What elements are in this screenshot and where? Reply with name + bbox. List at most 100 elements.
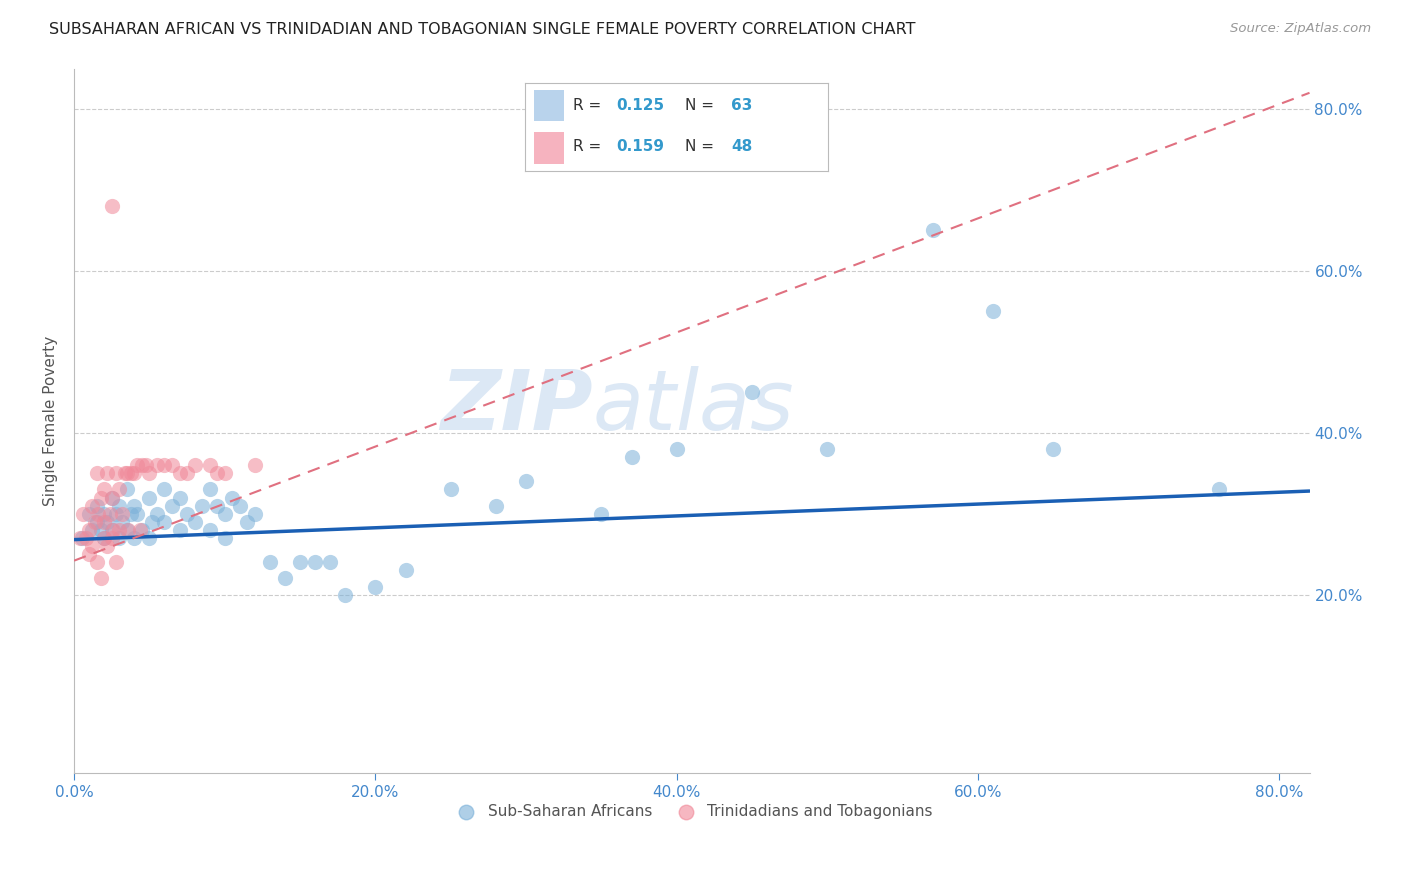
Point [243, 458, 266, 472]
Point [176, 507, 198, 521]
Point [205, 467, 228, 481]
Point [127, 458, 149, 472]
Point [138, 531, 160, 545]
Point [114, 467, 136, 481]
Point [153, 515, 176, 529]
Point [117, 523, 139, 537]
Point [176, 467, 198, 481]
Point [319, 555, 342, 569]
Point [183, 458, 205, 472]
Point [394, 563, 416, 577]
Point [236, 515, 259, 529]
Point [129, 523, 152, 537]
Point [82, 523, 104, 537]
Point [183, 515, 205, 529]
Point [93, 483, 115, 497]
Point [198, 483, 221, 497]
Point [591, 507, 613, 521]
Point [98, 507, 121, 521]
Point [96, 539, 118, 553]
Point [90, 572, 112, 586]
Point [77, 507, 100, 521]
Point [169, 491, 191, 505]
Text: atlas: atlas [593, 366, 794, 447]
Point [86, 515, 108, 529]
Point [111, 515, 134, 529]
Legend: Sub-Saharan Africans, Trinidadians and Tobagonians: Sub-Saharan Africans, Trinidadians and T… [444, 797, 939, 825]
Point [138, 467, 160, 481]
Point [124, 467, 146, 481]
Point [214, 531, 236, 545]
Point [141, 515, 163, 529]
Point [120, 507, 142, 521]
Point [131, 523, 153, 537]
Point [146, 458, 169, 472]
Text: Source: ZipAtlas.com: Source: ZipAtlas.com [1230, 22, 1371, 36]
Point [82, 499, 104, 513]
Point [665, 442, 688, 456]
Point [86, 467, 108, 481]
Point [100, 491, 122, 505]
Point [1208, 483, 1230, 497]
Point [153, 458, 176, 472]
Point [120, 467, 142, 481]
Point [90, 523, 112, 537]
Point [93, 515, 115, 529]
Point [815, 442, 838, 456]
Point [515, 475, 537, 489]
Point [86, 555, 108, 569]
Point [75, 531, 97, 545]
Y-axis label: Single Female Poverty: Single Female Poverty [44, 335, 58, 506]
Point [288, 555, 311, 569]
Point [111, 507, 134, 521]
Point [131, 458, 153, 472]
Point [921, 223, 943, 237]
Point [221, 491, 243, 505]
Point [620, 450, 643, 464]
Point [274, 572, 297, 586]
Point [69, 531, 91, 545]
Point [191, 499, 214, 513]
Point [93, 507, 115, 521]
Point [70, 531, 93, 545]
Point [87, 507, 110, 521]
Point [108, 499, 131, 513]
Point [77, 523, 100, 537]
Point [243, 507, 266, 521]
Point [105, 467, 128, 481]
Point [485, 499, 508, 513]
Point [93, 531, 115, 545]
Point [135, 458, 157, 472]
Point [108, 531, 131, 545]
Point [229, 499, 252, 513]
Point [160, 499, 183, 513]
Point [103, 523, 125, 537]
Point [105, 507, 128, 521]
Point [115, 467, 138, 481]
Point [138, 491, 160, 505]
Point [146, 507, 169, 521]
Point [77, 547, 100, 561]
Point [1042, 442, 1064, 456]
Point [100, 523, 122, 537]
Point [72, 507, 94, 521]
Point [169, 467, 191, 481]
Point [115, 483, 138, 497]
Point [127, 507, 149, 521]
Point [100, 199, 122, 213]
Point [160, 458, 183, 472]
Point [100, 491, 122, 505]
Point [100, 531, 122, 545]
Point [153, 483, 176, 497]
Point [198, 523, 221, 537]
Point [105, 555, 128, 569]
Point [198, 458, 221, 472]
Point [93, 531, 115, 545]
Point [86, 499, 108, 513]
Point [124, 531, 146, 545]
Point [108, 483, 131, 497]
Point [169, 523, 191, 537]
Point [364, 580, 387, 594]
Text: SUBSAHARAN AFRICAN VS TRINIDADIAN AND TOBAGONIAN SINGLE FEMALE POVERTY CORRELATI: SUBSAHARAN AFRICAN VS TRINIDADIAN AND TO… [49, 22, 915, 37]
Point [82, 539, 104, 553]
